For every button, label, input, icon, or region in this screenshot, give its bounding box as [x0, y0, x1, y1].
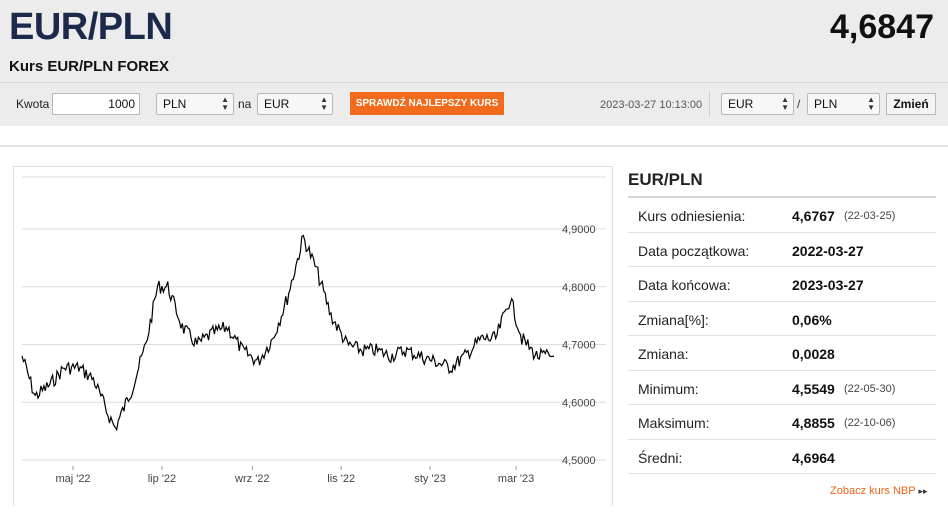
from-currency-value: PLN — [163, 97, 187, 111]
stat-row: Data początkowa: 2022-03-27 — [628, 233, 936, 267]
quote-currency-select[interactable]: PLN ▲ ▼ — [807, 93, 880, 115]
stat-value: 4,5549 — [792, 380, 835, 397]
stat-row: Data końcowa: 2023-03-27 — [628, 267, 936, 302]
stat-label: Minimum: — [638, 380, 699, 397]
stat-value: 4,8855 — [792, 415, 835, 431]
y-tick-label: 4,8000 — [562, 282, 596, 294]
stat-row: Maksimum: 4,8855 (22-10-06) — [628, 405, 936, 440]
divider — [709, 91, 710, 117]
header-bar: EUR/PLN 4,6847 Kurs EUR/PLN FOREX Kwota … — [0, 0, 948, 126]
base-currency-select[interactable]: EUR ▲ ▼ — [721, 93, 794, 115]
stat-value: 2023-03-27 — [792, 277, 864, 293]
chart-panel: 4,9000 4,8000 4,7000 4,6000 4,5000 maj '22 li… — [13, 166, 613, 506]
stat-value: 4,6767 — [792, 208, 835, 224]
stat-row: Zmiana: 0,0028 — [628, 336, 936, 371]
page-subtitle: Kurs EUR/PLN FOREX — [9, 58, 170, 75]
stat-label: Data końcowa: — [638, 277, 731, 293]
double-chevron-right-icon: ▸▸ — [918, 486, 928, 496]
stat-date: (22-03-25) — [844, 210, 896, 222]
to-currency-value: EUR — [264, 97, 290, 111]
x-tick-label: mar '23 — [498, 473, 534, 485]
page-title: EUR/PLN — [9, 6, 173, 48]
updown-arrows-icon: ▲ ▼ — [221, 95, 229, 112]
x-tick-label: lip '22 — [148, 473, 176, 485]
change-pair-button[interactable]: Zmień — [886, 93, 936, 115]
series-line — [21, 234, 555, 432]
stats-title: EUR/PLN — [628, 170, 703, 189]
nbp-link-label: Zobacz kurs NBP — [830, 485, 916, 497]
pair-separator: / — [797, 97, 801, 111]
stat-label: Średni: — [638, 449, 683, 466]
stat-label: Zmiana: — [638, 346, 689, 362]
updown-arrows-icon: ▲ ▼ — [781, 95, 789, 112]
rate-timestamp: 2023-03-27 10:13:00 — [600, 99, 703, 111]
stat-label: Data początkowa: — [638, 242, 750, 259]
best-rate-button[interactable]: SPRAWDŹ NAJLEPSZY KURS — [350, 92, 504, 115]
stat-label: Kurs odniesienia: — [638, 208, 746, 224]
stat-value: 0,06% — [792, 311, 832, 328]
from-currency-select[interactable]: PLN ▲ ▼ — [156, 93, 234, 115]
y-tick-label: 4,5000 — [562, 455, 596, 467]
x-tick-label: lis '22 — [327, 473, 355, 485]
to-currency-select[interactable]: EUR ▲ ▼ — [257, 93, 333, 115]
base-currency-value: EUR — [728, 97, 754, 111]
stat-row: Zmiana[%]: 0,06% — [628, 302, 936, 336]
stat-date: (22-10-06) — [844, 417, 896, 429]
stat-label: Maksimum: — [638, 415, 710, 431]
y-tick-label: 4,7000 — [562, 340, 596, 352]
x-tick-label: sty '23 — [414, 473, 445, 485]
amount-input[interactable]: 1000 — [52, 93, 140, 115]
updown-arrows-icon: ▲ ▼ — [867, 95, 875, 112]
amount-label: Kwota — [16, 97, 50, 111]
stats-table: Kurs odniesienia: 4,6767 (22-03-25) Data… — [628, 196, 936, 474]
y-tick-label: 4,9000 — [562, 224, 596, 236]
na-label: na — [238, 97, 252, 111]
stat-row: Kurs odniesienia: 4,6767 (22-03-25) — [628, 198, 936, 233]
divider — [0, 82, 948, 83]
current-rate: 4,6847 — [830, 8, 934, 46]
stat-row: Średni: 4,6964 — [628, 440, 936, 474]
price-chart[interactable]: 4,9000 4,8000 4,7000 4,6000 4,5000 maj '22 li… — [14, 167, 614, 507]
x-tick-label: wrz '22 — [234, 473, 270, 485]
quote-currency-value: PLN — [814, 97, 838, 111]
stat-value: 2022-03-27 — [792, 242, 864, 259]
updown-arrows-icon: ▲ ▼ — [320, 95, 328, 112]
y-tick-label: 4,6000 — [562, 397, 596, 409]
stat-row: Minimum: 4,5549 (22-05-30) — [628, 371, 936, 405]
stat-date: (22-05-30) — [844, 382, 896, 395]
nbp-rate-link[interactable]: Zobacz kurs NBP ▸▸ — [830, 485, 928, 497]
x-tick-label: maj '22 — [55, 473, 90, 485]
stat-value: 0,0028 — [792, 346, 835, 362]
stat-value: 4,6964 — [792, 449, 835, 466]
stat-label: Zmiana[%]: — [638, 311, 709, 328]
